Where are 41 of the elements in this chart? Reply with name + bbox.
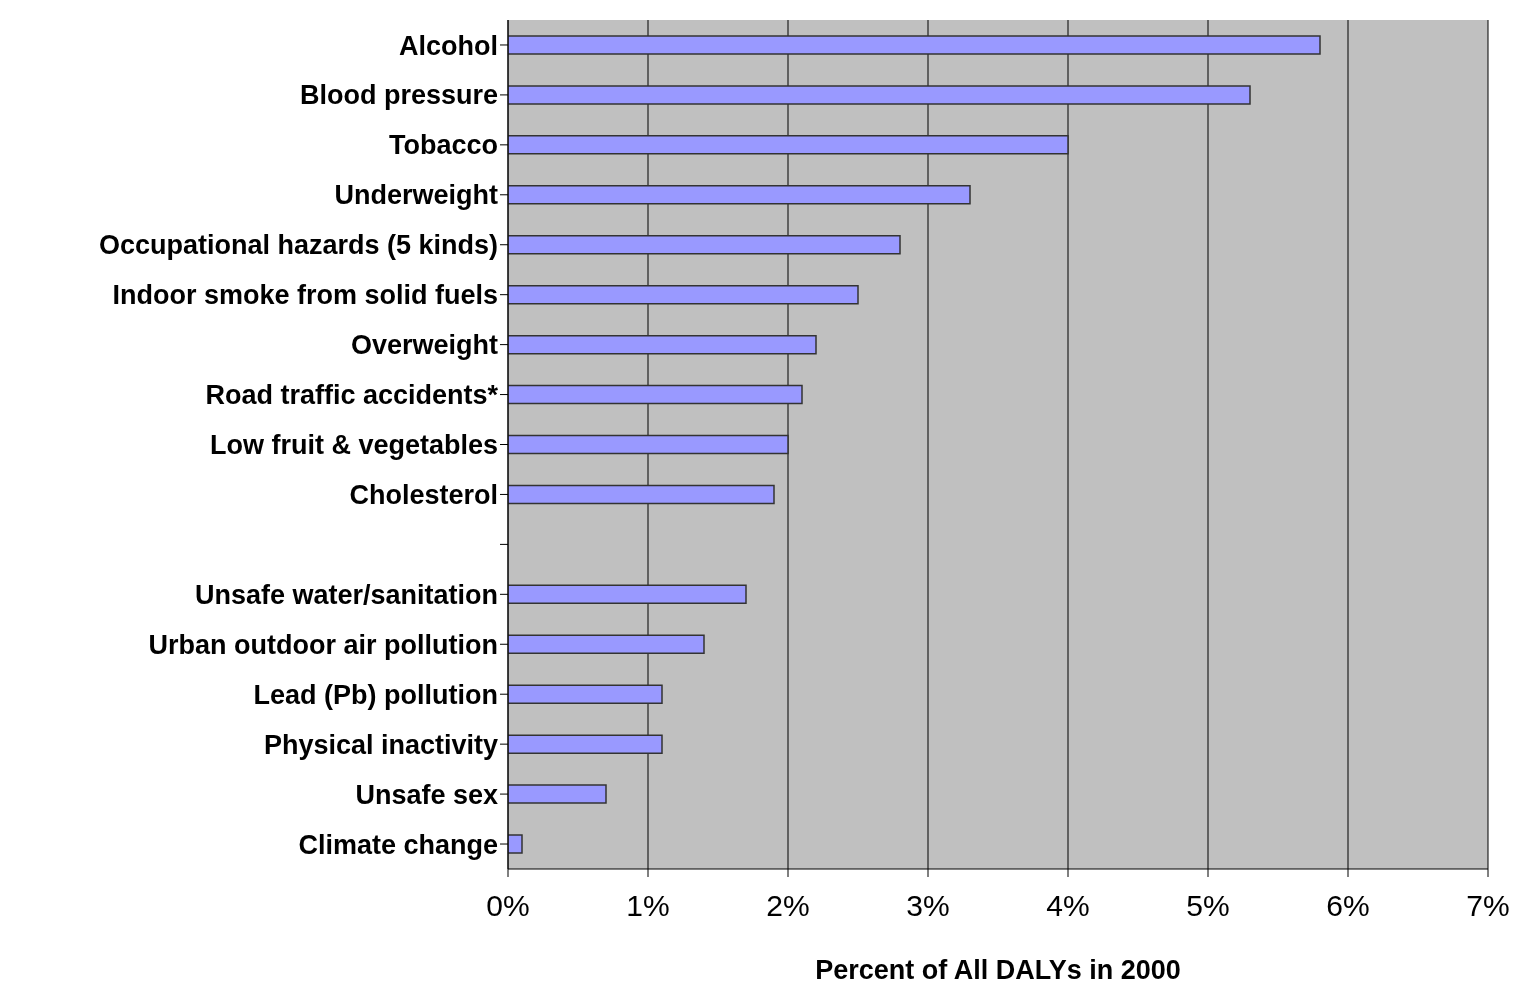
y-tick-label: Occupational hazards (5 kinds) bbox=[98, 230, 498, 261]
x-tick-label: 2% bbox=[766, 889, 810, 923]
bar bbox=[508, 185, 971, 205]
bar bbox=[508, 284, 859, 305]
y-tick-label: Low fruit & vegetables bbox=[209, 430, 498, 461]
bar bbox=[508, 584, 747, 605]
bar bbox=[508, 834, 523, 854]
x-tick-label: 3% bbox=[906, 889, 950, 923]
x-tick-label: 0% bbox=[486, 889, 530, 923]
bar bbox=[508, 35, 1321, 55]
y-tick-label: Tobacco bbox=[388, 130, 498, 161]
y-tick-label: Unsafe sex bbox=[355, 779, 498, 810]
y-tick-label: Overweight bbox=[350, 330, 498, 361]
x-tick-label: 4% bbox=[1046, 889, 1090, 923]
y-tick-label: Indoor smoke from solid fuels bbox=[112, 280, 498, 311]
y-tick-label: Physical inactivity bbox=[263, 729, 498, 760]
x-axis-title: Percent of All DALYs in 2000 bbox=[815, 955, 1181, 985]
x-tick-label: 7% bbox=[1466, 889, 1510, 923]
bar bbox=[508, 634, 705, 655]
y-tick-label: Alcohol bbox=[399, 30, 498, 61]
bar bbox=[508, 784, 607, 804]
y-tick-label: Underweight bbox=[334, 180, 498, 211]
bar bbox=[508, 734, 663, 754]
x-tick-label: 1% bbox=[626, 889, 670, 923]
x-tick-label: 6% bbox=[1326, 889, 1370, 923]
y-tick-label: Unsafe water/sanitation bbox=[194, 579, 498, 610]
bar bbox=[508, 684, 663, 704]
bar bbox=[508, 384, 803, 405]
y-tick-label: Urban outdoor air pollution bbox=[148, 629, 498, 660]
bar bbox=[508, 334, 817, 355]
bar bbox=[508, 135, 1069, 155]
y-tick-label: Road traffic accidents* bbox=[205, 380, 499, 411]
bar bbox=[508, 235, 901, 255]
x-tick-label: 5% bbox=[1186, 889, 1230, 923]
bar bbox=[508, 484, 775, 505]
bar bbox=[508, 85, 1251, 105]
y-tick-label: Lead (Pb) pollution bbox=[253, 679, 498, 710]
y-tick-label: Blood pressure bbox=[299, 80, 498, 111]
y-tick-label: Climate change bbox=[298, 829, 498, 860]
y-tick-label: Cholesterol bbox=[349, 480, 498, 511]
bar bbox=[508, 434, 789, 455]
